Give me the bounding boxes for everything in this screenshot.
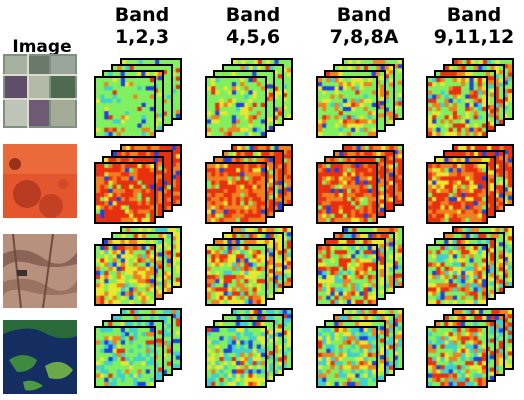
band-stack-r1-c1 <box>94 58 194 148</box>
band-stack-r3-c1 <box>94 226 194 316</box>
band-stack-r2-c4 <box>426 144 524 234</box>
band-stack-r1-c2 <box>205 58 305 148</box>
band-heatmap-layer <box>94 76 156 138</box>
band-heatmap-layer <box>316 162 378 224</box>
band-stack-r1-c3 <box>316 58 416 148</box>
band-header-3: Band 7,8,8A <box>309 4 419 48</box>
band-stack-r3-c4 <box>426 226 524 316</box>
thumbnail-islands <box>3 320 77 394</box>
band-heatmap-layer <box>426 76 488 138</box>
band-heatmap-layer <box>94 326 156 388</box>
band-heatmap-layer <box>205 326 267 388</box>
band-stack-r4-c2 <box>205 308 305 398</box>
band-heatmap-layer <box>316 244 378 306</box>
band-heatmap-layer <box>205 244 267 306</box>
band-stack-r1-c4 <box>426 58 524 148</box>
band-heatmap-layer <box>316 76 378 138</box>
band-header-4: Band 9,11,12 <box>419 4 524 48</box>
band-heatmap-layer <box>426 162 488 224</box>
band-stack-r3-c2 <box>205 226 305 316</box>
band-stack-r2-c3 <box>316 144 416 234</box>
band-title: Band <box>225 4 281 26</box>
band-heatmap-layer <box>316 326 378 388</box>
band-heatmap-layer <box>426 244 488 306</box>
band-header-2: Band 4,5,6 <box>198 4 308 48</box>
band-heatmap-layer <box>94 162 156 224</box>
band-heatmap-layer <box>426 326 488 388</box>
image-column-header: Image <box>12 37 72 57</box>
band-numbers: 1,2,3 <box>114 26 170 48</box>
thumbnail-eroded-terrain <box>3 234 77 308</box>
thumbnail-agricultural-fields <box>3 54 77 128</box>
band-stack-r4-c1 <box>94 308 194 398</box>
band-title: Band <box>336 4 392 26</box>
band-stack-r2-c2 <box>205 144 305 234</box>
band-title: Band <box>114 4 170 26</box>
band-title: Band <box>446 4 502 26</box>
band-heatmap-layer <box>94 244 156 306</box>
thumbnail-red-desert <box>3 144 77 218</box>
band-numbers: 9,11,12 <box>433 26 515 48</box>
band-stack-r3-c3 <box>316 226 416 316</box>
band-numbers: 4,5,6 <box>225 26 281 48</box>
band-stack-r4-c3 <box>316 308 416 398</box>
band-heatmap-layer <box>205 162 267 224</box>
band-stack-r4-c4 <box>426 308 524 398</box>
band-header-1: Band 1,2,3 <box>87 4 197 48</box>
band-heatmap-layer <box>205 76 267 138</box>
band-stack-r2-c1 <box>94 144 194 234</box>
band-numbers: 7,8,8A <box>329 26 399 48</box>
